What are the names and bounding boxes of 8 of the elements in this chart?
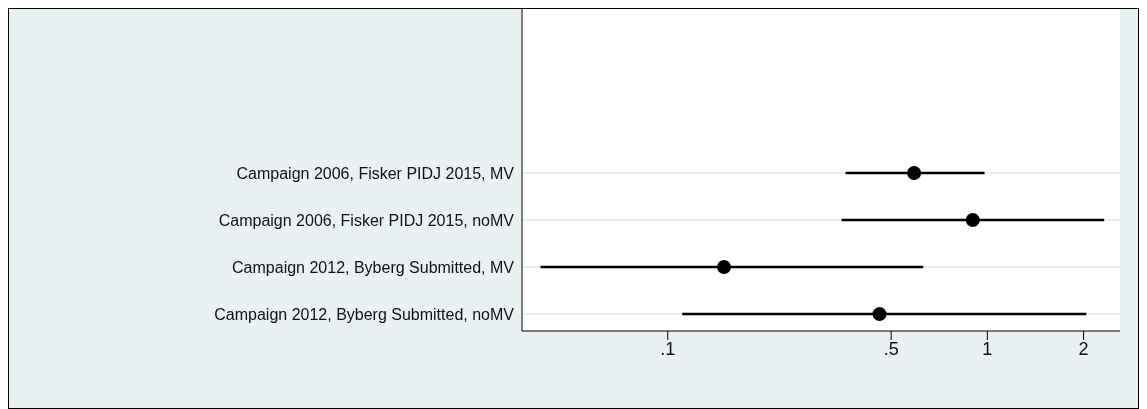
- x-tick-label: .1: [660, 338, 676, 359]
- x-tick-label: 1: [982, 338, 993, 359]
- y-tick-label: Campaign 2012, Byberg Submitted, noMV: [214, 305, 515, 323]
- y-tick-label: Campaign 2006, Fisker PIDJ 2015, noMV: [218, 211, 515, 229]
- y-tick-label: Campaign 2006, Fisker PIDJ 2015, MV: [236, 164, 515, 182]
- y-tick-label: Campaign 2012, Byberg Submitted, MV: [232, 258, 515, 276]
- x-tick-label: .5: [883, 338, 899, 359]
- x-tick-label: 2: [1078, 338, 1089, 359]
